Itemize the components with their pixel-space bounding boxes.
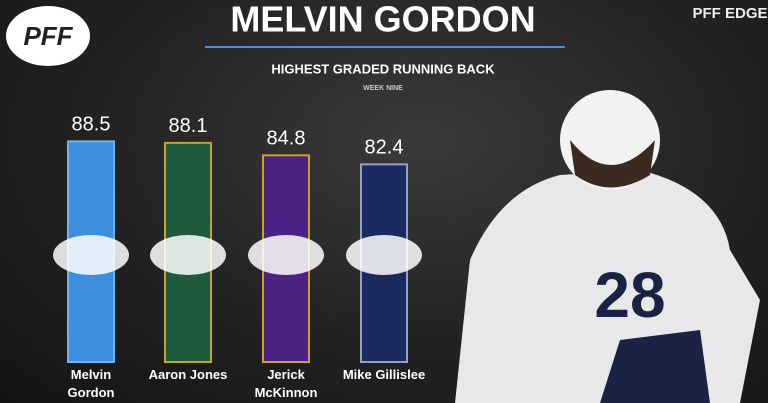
x-tick-label: Aaron Jones [148, 367, 228, 382]
player-photo: 28 [455, 90, 760, 403]
team-logo [150, 235, 226, 275]
team-logo [53, 235, 129, 275]
subtitle: HIGHEST GRADED RUNNING BACK [271, 61, 495, 76]
x-tick-label: Jerick McKinnon [254, 367, 318, 400]
logo-badge [6, 6, 90, 66]
svg-text:28: 28 [594, 259, 665, 331]
value-label: 88.5 [72, 114, 111, 136]
x-tick-label: Melvin Gordon [67, 367, 115, 400]
x-tick-label: Mike Gillislee [342, 367, 426, 382]
chart-title: MELVIN GORDON [230, 0, 535, 40]
value-label: 82.4 [365, 137, 404, 159]
logo: PFF [23, 21, 73, 51]
note: WEEK NINE [363, 85, 403, 92]
team-logo [248, 235, 324, 275]
team-logo [346, 235, 422, 275]
value-label: 88.1 [169, 115, 208, 137]
value-label: 84.8 [267, 128, 306, 150]
brand: PFF EDGE [692, 5, 767, 22]
